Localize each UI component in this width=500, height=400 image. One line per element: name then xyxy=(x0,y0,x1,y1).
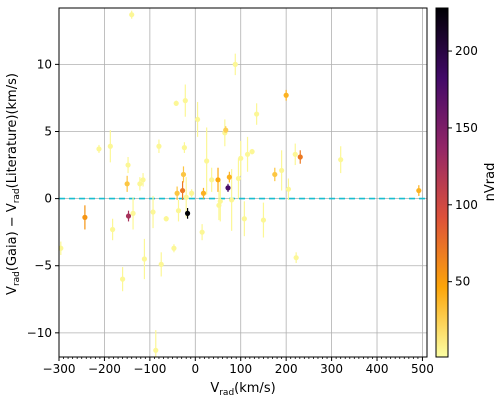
colorbar-tick-label: 100 xyxy=(455,198,478,212)
data-point xyxy=(129,12,135,18)
data-point xyxy=(244,151,251,157)
data-point xyxy=(156,143,162,149)
data-point xyxy=(260,217,267,223)
data-point xyxy=(120,276,126,282)
data-point xyxy=(189,190,195,196)
data-point xyxy=(292,151,298,157)
x-tick-label: 500 xyxy=(411,362,434,376)
plot-frame xyxy=(58,7,428,358)
data-point xyxy=(110,226,116,233)
colorbar-ticks: 50 100 150 200 xyxy=(448,44,478,289)
data-point xyxy=(124,181,130,187)
data-point xyxy=(283,92,289,98)
data-point xyxy=(279,167,285,174)
data-point xyxy=(184,210,191,216)
data-point xyxy=(199,229,205,235)
data-point xyxy=(235,175,242,182)
data-point xyxy=(216,202,222,208)
data-point xyxy=(338,157,344,163)
data-point xyxy=(125,162,131,168)
colorbar-tick-label: 50 xyxy=(455,275,470,289)
data-point xyxy=(107,143,113,149)
data-points xyxy=(59,12,422,353)
data-point xyxy=(272,171,278,178)
data-point xyxy=(229,197,235,203)
data-point xyxy=(137,181,143,187)
x-tick-label: −200 xyxy=(88,362,121,376)
data-point xyxy=(416,187,422,194)
data-point xyxy=(183,194,189,200)
data-point xyxy=(226,174,232,180)
data-point xyxy=(171,245,177,251)
data-point xyxy=(59,245,64,251)
data-point xyxy=(153,347,159,353)
y-tick-label: −5 xyxy=(34,259,52,273)
data-point xyxy=(209,177,215,183)
x-tick-label: 200 xyxy=(275,362,298,376)
colorbar: 50 100 150 200 nVrad xyxy=(435,7,498,358)
data-point xyxy=(285,186,292,192)
colorbar-gradient xyxy=(435,7,449,358)
data-point xyxy=(180,171,187,178)
data-point xyxy=(249,149,255,155)
x-tick-label: 400 xyxy=(366,362,389,376)
data-point xyxy=(140,177,146,183)
data-point xyxy=(194,116,201,123)
data-point xyxy=(173,100,179,106)
x-axis-ticks: −300 −200 −100 0 100 200 300 400 500 xyxy=(43,357,434,376)
data-point xyxy=(182,98,188,104)
data-point xyxy=(232,61,238,67)
x-tick-label: −300 xyxy=(43,362,76,376)
data-point xyxy=(141,256,148,262)
data-point xyxy=(150,209,156,215)
data-point xyxy=(223,127,229,133)
y-tick-label: 10 xyxy=(37,57,52,71)
x-tick-label: −100 xyxy=(133,362,166,376)
data-point xyxy=(254,111,260,117)
data-point xyxy=(175,208,182,214)
y-tick-label: 5 xyxy=(44,124,52,138)
data-point xyxy=(163,216,169,222)
x-tick-label: 300 xyxy=(320,362,343,376)
data-point xyxy=(297,154,303,160)
colorbar-label: nVrad xyxy=(483,163,498,202)
y-axis-label: Vrad(Gaia) − Vrad(Literature)(km/s) xyxy=(5,73,22,295)
data-point xyxy=(158,261,164,267)
data-point xyxy=(293,255,299,261)
data-point xyxy=(204,158,210,164)
data-point xyxy=(217,198,223,204)
colorbar-tick-label: 150 xyxy=(455,121,478,135)
x-tick-label: 100 xyxy=(229,362,252,376)
plot-area xyxy=(59,8,427,357)
data-point xyxy=(125,213,132,219)
colorbar-tick-label: 200 xyxy=(455,44,478,58)
data-point xyxy=(200,190,207,196)
data-point xyxy=(179,187,186,194)
data-point xyxy=(174,190,180,196)
data-point xyxy=(225,185,231,191)
data-point xyxy=(82,214,88,220)
data-point xyxy=(238,155,244,161)
y-tick-label: −10 xyxy=(27,326,52,340)
data-point xyxy=(96,146,102,152)
data-point xyxy=(241,216,247,222)
x-axis-label: Vrad(km/s) xyxy=(210,381,275,398)
data-point xyxy=(130,210,136,216)
y-axis-ticks: −10 −5 0 5 10 xyxy=(27,57,59,340)
y-tick-label: 0 xyxy=(44,192,52,206)
x-tick-label: 0 xyxy=(191,362,199,376)
data-point xyxy=(215,177,221,183)
data-point xyxy=(181,145,187,151)
